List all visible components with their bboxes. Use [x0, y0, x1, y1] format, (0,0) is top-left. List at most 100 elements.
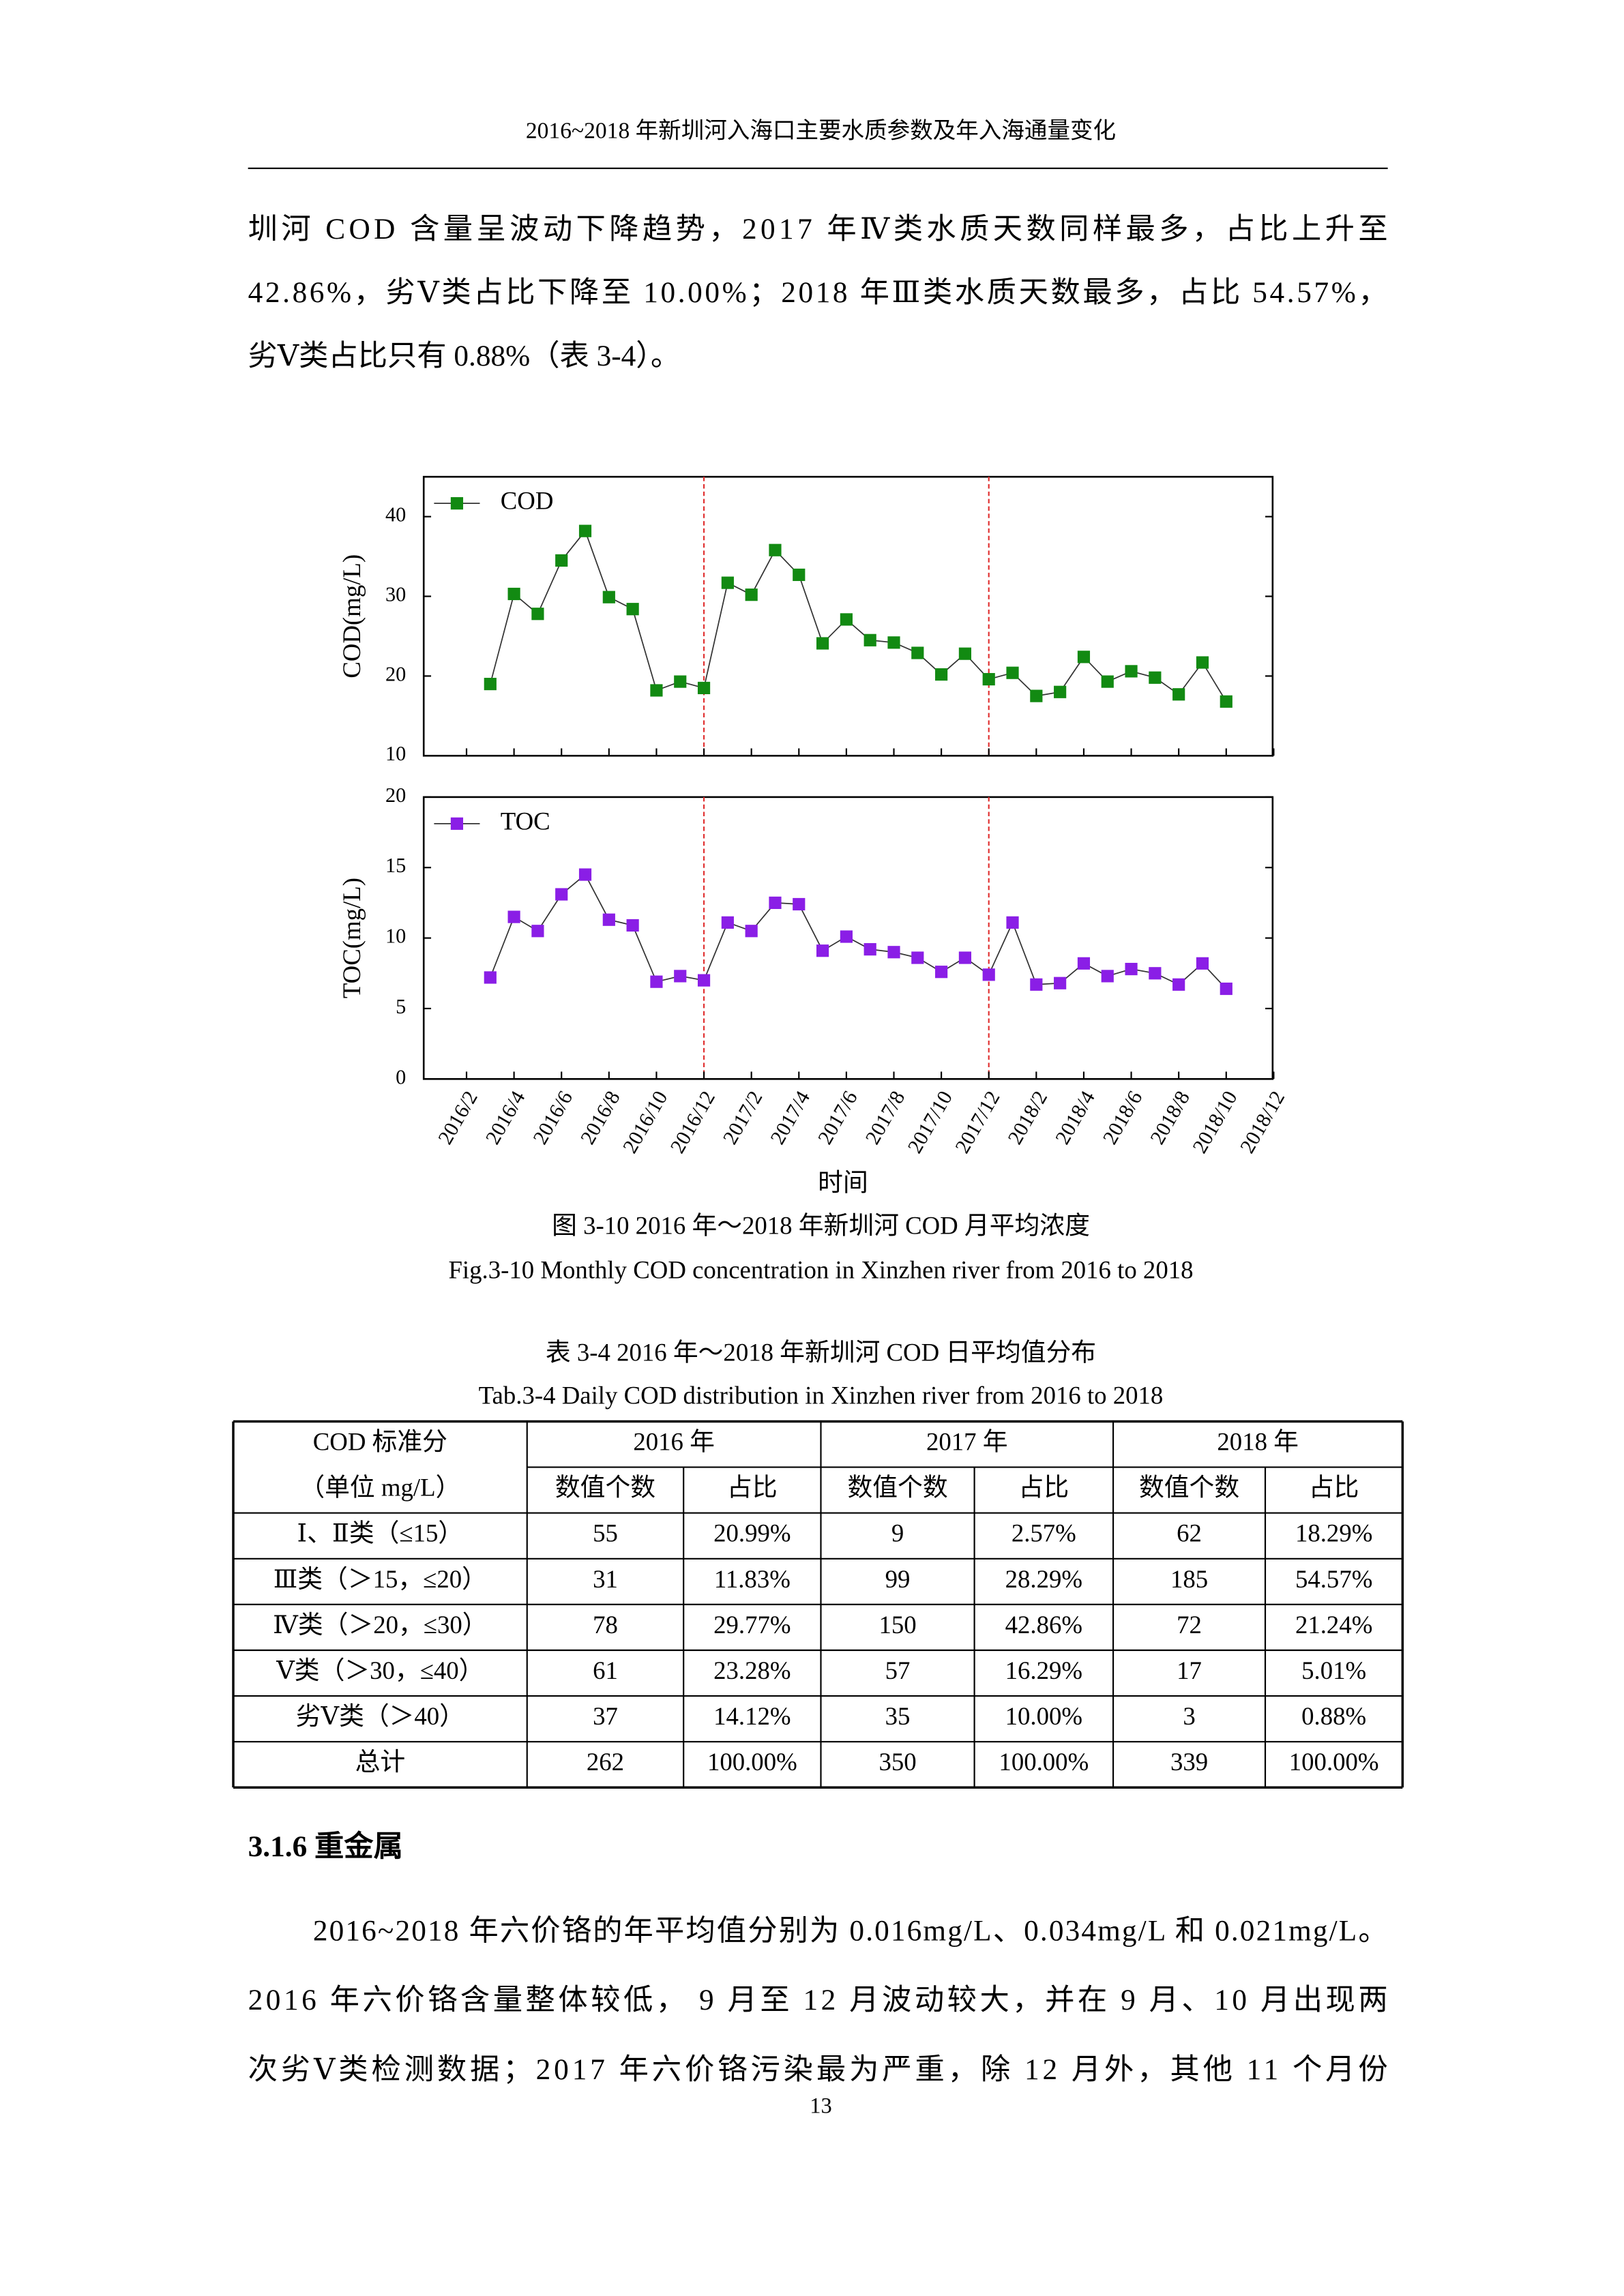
- data-marker: [531, 925, 544, 938]
- table-cell: 21.24%: [1295, 1611, 1372, 1639]
- x-axis-label: 时间: [818, 1169, 868, 1197]
- data-marker: [1101, 675, 1114, 688]
- y-tick-label: 5: [396, 995, 406, 1018]
- table-cell: 37: [593, 1702, 618, 1730]
- legend-marker: [450, 817, 464, 830]
- data-marker: [626, 919, 639, 932]
- table-cell: 100.00%: [1289, 1748, 1379, 1776]
- data-marker: [1006, 666, 1019, 679]
- table-cell: 61: [593, 1656, 618, 1684]
- data-marker: [1220, 695, 1232, 708]
- data-marker: [911, 951, 924, 964]
- paragraph-line: 42.86%，劣Ⅴ类占比下降至 10.00%；2018 年Ⅲ类水质天数最多，占比…: [248, 276, 1388, 309]
- data-marker: [1054, 976, 1067, 989]
- table-cell: 55: [593, 1519, 618, 1547]
- data-marker: [958, 647, 972, 660]
- data-marker: [958, 951, 972, 964]
- legend-marker: [450, 497, 464, 510]
- table-cell: 2018 年: [1217, 1427, 1299, 1455]
- data-marker: [1030, 689, 1043, 702]
- data-marker: [1149, 967, 1162, 980]
- table-cell: 5.01%: [1301, 1656, 1366, 1684]
- table-cell: 31: [593, 1565, 618, 1593]
- table-cell: 数值个数: [847, 1474, 947, 1502]
- data-marker: [1125, 962, 1138, 976]
- data-marker: [531, 608, 544, 621]
- table-cell: 35: [885, 1702, 911, 1730]
- data-marker: [1006, 916, 1019, 929]
- legend-label: COD: [501, 487, 554, 515]
- data-marker: [745, 925, 758, 938]
- table-cell: 2016 年: [633, 1427, 715, 1455]
- table-cell: 350: [879, 1748, 916, 1776]
- table-cell: 18.29%: [1295, 1519, 1372, 1547]
- data-marker: [484, 677, 497, 691]
- data-marker: [578, 868, 592, 881]
- data-marker: [863, 633, 876, 646]
- table-cell: Ⅳ类（＞20，≤30）: [273, 1611, 487, 1639]
- table-cell: 20.99%: [713, 1519, 791, 1547]
- y-tick-label: 20: [385, 784, 406, 807]
- paragraph-line: 2016~2018 年六价铬的年平均值分别为 0.016mg/L、0.034mg…: [313, 1915, 1388, 1948]
- data-marker: [674, 675, 687, 688]
- running-header: 2016~2018 年新圳河入海口主要水质参数及年入海通量变化: [526, 118, 1116, 144]
- data-marker: [793, 897, 806, 911]
- table-cell: 262: [587, 1748, 624, 1776]
- y-tick-label: 10: [385, 925, 406, 948]
- data-marker: [1172, 978, 1185, 991]
- data-marker: [1077, 651, 1091, 664]
- y-tick-label: 0: [396, 1065, 406, 1088]
- data-marker: [982, 968, 995, 981]
- y-tick-label: 30: [385, 582, 406, 606]
- paragraph-line: 2016 年六价铬含量整体较低， 9 月至 12 月波动较大，并在 9 月、10…: [248, 1984, 1388, 2016]
- paragraph-line: 次劣Ⅴ类检测数据；2017 年六价铬污染最为严重，除 12 月外，其他 11 个…: [248, 2053, 1388, 2086]
- y-axis-label: COD(mg/L): [338, 554, 366, 679]
- data-marker: [982, 672, 995, 686]
- table-cell: 29.77%: [713, 1611, 791, 1639]
- data-marker: [555, 554, 568, 567]
- table: COD 标准分 2016 年 2017 年 2018 年 （单位 mg/L） 数值个数 占比…: [232, 1420, 1404, 1789]
- table-cell: 14.12%: [713, 1702, 791, 1730]
- data-marker: [650, 975, 663, 988]
- data-marker: [816, 944, 829, 957]
- table-cell: 23.28%: [713, 1656, 791, 1684]
- y-axis-label: TOC(mg/L): [338, 878, 366, 998]
- data-marker: [1149, 671, 1162, 684]
- table-cell: 17: [1177, 1656, 1202, 1684]
- y-tick-label: 10: [385, 742, 406, 765]
- table-cell: 0.88%: [1301, 1702, 1366, 1730]
- table-cell: 150: [879, 1611, 916, 1639]
- data-marker: [840, 930, 853, 943]
- data-marker: [721, 576, 734, 589]
- figure-caption: Fig.3-10 Monthly COD concentration in Xi…: [448, 1255, 1193, 1283]
- legend-label: TOC: [501, 807, 550, 835]
- data-marker: [674, 970, 687, 983]
- data-marker: [507, 587, 520, 601]
- table-cell: 42.86%: [1005, 1611, 1082, 1639]
- table-cell: 总计: [355, 1748, 406, 1776]
- paragraph-line: 劣Ⅴ类占比只有 0.88%（表 3-4）。: [248, 340, 681, 372]
- paragraph-line: 圳河 COD 含量呈波动下降趋势，2017 年Ⅳ类水质天数同样最多，占比上升至: [248, 213, 1388, 245]
- table-cell: 28.29%: [1005, 1565, 1082, 1593]
- data-marker: [769, 543, 782, 556]
- table-cell: COD 标准分: [313, 1427, 447, 1455]
- table-cell: 占比: [727, 1474, 778, 1502]
- table-cell: 16.29%: [1005, 1656, 1082, 1684]
- data-marker: [1125, 665, 1138, 678]
- data-marker: [626, 603, 639, 616]
- table-cell: （单位 mg/L）: [299, 1474, 460, 1502]
- data-marker: [602, 913, 615, 926]
- data-marker: [1196, 957, 1209, 970]
- table-cell: 2.57%: [1012, 1519, 1076, 1547]
- data-marker: [721, 916, 734, 929]
- data-marker: [887, 946, 900, 959]
- data-marker: [602, 591, 615, 603]
- page-number: 13: [810, 2093, 831, 2118]
- table-cell: 数值个数: [555, 1474, 655, 1502]
- data-marker: [1101, 970, 1114, 983]
- data-marker: [697, 681, 711, 695]
- data-marker: [793, 568, 806, 582]
